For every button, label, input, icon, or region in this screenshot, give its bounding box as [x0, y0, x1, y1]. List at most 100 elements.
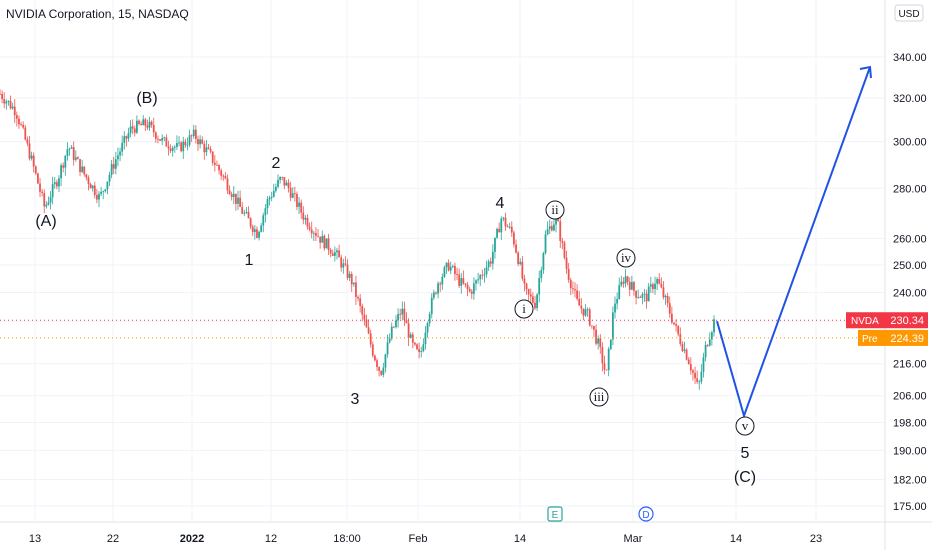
- candle-body: [637, 297, 640, 298]
- candle-body: [241, 206, 244, 214]
- candle-body: [346, 264, 349, 278]
- candle-body: [626, 276, 629, 282]
- candle-body: [98, 193, 100, 200]
- candle-body: [414, 342, 416, 345]
- candle-body: [386, 342, 389, 355]
- wave-circle: [545, 200, 565, 220]
- candle-body: [81, 166, 84, 172]
- wave-label-iii: iii: [594, 389, 605, 404]
- candle-body: [112, 164, 115, 169]
- candle-body: [576, 290, 578, 299]
- candle-body: [508, 226, 511, 228]
- candle-body: [374, 355, 376, 361]
- candle-body: [180, 142, 183, 152]
- candle-body: [435, 292, 437, 294]
- pre-price-tag: [858, 329, 928, 346]
- currency-button[interactable]: [894, 4, 924, 22]
- candle-body: [289, 188, 292, 198]
- candle-body: [506, 226, 509, 228]
- candle-body: [485, 267, 488, 275]
- candle-body: [161, 138, 164, 141]
- candle-body: [687, 359, 690, 365]
- candle-body: [186, 144, 189, 146]
- dividend-event-icon[interactable]: [638, 506, 654, 522]
- last-price-value: 230.34: [890, 315, 924, 327]
- candle-body: [51, 184, 54, 198]
- candle-body: [302, 212, 305, 220]
- candle-body: [555, 215, 557, 225]
- candle-body: [136, 120, 138, 133]
- candle-body: [439, 283, 442, 285]
- candle-body: [432, 292, 435, 298]
- candle-body: [599, 338, 602, 348]
- candle-body: [481, 275, 484, 277]
- y-tick-label: 280.00: [893, 183, 927, 195]
- candle-body: [333, 252, 336, 256]
- candle-body: [614, 303, 616, 313]
- y-tick-label: 320.00: [893, 93, 927, 105]
- candle-body: [11, 106, 14, 109]
- candle-body: [483, 274, 486, 276]
- candle-body: [639, 297, 642, 298]
- candle-body: [677, 325, 680, 335]
- candle-body: [700, 371, 703, 382]
- candle-body: [270, 196, 273, 198]
- candle-body: [253, 229, 256, 232]
- candle-body: [464, 283, 467, 285]
- candle-body: [222, 175, 225, 177]
- candle-body: [95, 195, 98, 200]
- candle-body: [176, 143, 178, 147]
- candle-body: [380, 370, 383, 375]
- candle-body: [125, 136, 128, 139]
- candle-body: [211, 151, 214, 163]
- candle-body: [154, 132, 157, 139]
- candle-body: [531, 296, 534, 303]
- candle-body: [635, 290, 637, 298]
- candle-body: [157, 138, 159, 140]
- candle-body: [66, 149, 69, 156]
- candle-body: [256, 229, 258, 238]
- earnings-event-icon[interactable]: [547, 506, 563, 522]
- candle-body: [352, 282, 355, 285]
- candle-body: [628, 281, 631, 290]
- candle-body: [142, 119, 145, 126]
- candle-body: [525, 283, 528, 290]
- candle-body: [13, 106, 16, 116]
- candle-body: [47, 202, 50, 205]
- candle-body: [382, 367, 385, 375]
- candle-body: [437, 283, 439, 294]
- candle-body: [369, 333, 372, 345]
- candle-body: [443, 267, 446, 277]
- candle-body: [300, 202, 303, 213]
- candle-body: [694, 372, 696, 379]
- x-tick-label: 12: [265, 533, 277, 545]
- candle-body: [251, 226, 254, 232]
- candle-body: [144, 119, 147, 126]
- candle-body: [258, 231, 260, 238]
- candle-body: [565, 257, 568, 269]
- candle-body: [207, 147, 210, 149]
- y-tick-label: 240.00: [893, 287, 927, 299]
- y-tick-label: 216.00: [893, 359, 927, 371]
- candle-body: [22, 124, 25, 128]
- candle-body: [152, 125, 155, 133]
- candle-body: [696, 378, 699, 382]
- candle-body: [618, 285, 621, 299]
- candle-body: [355, 282, 357, 297]
- candle-body: [245, 211, 248, 213]
- candle-body: [104, 189, 107, 192]
- candle-body: [108, 174, 111, 182]
- candle-body: [376, 360, 378, 368]
- candle-body: [706, 344, 709, 346]
- candle-body: [361, 305, 364, 315]
- candle-body: [643, 293, 646, 295]
- x-tick-label: 13: [29, 533, 41, 545]
- candle-body: [100, 192, 102, 194]
- candle-body: [3, 99, 6, 104]
- x-tick-label: 22: [107, 533, 119, 545]
- candle-body: [9, 100, 12, 109]
- candle-body: [654, 283, 656, 290]
- candle-body: [713, 319, 715, 333]
- candle-body: [649, 284, 652, 287]
